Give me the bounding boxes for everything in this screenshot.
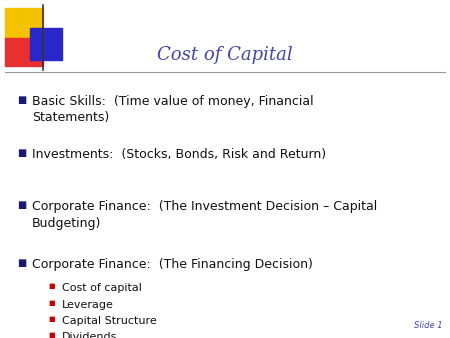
Bar <box>30 28 62 60</box>
Text: ■: ■ <box>18 148 27 158</box>
Text: Corporate Finance:  (The Financing Decision): Corporate Finance: (The Financing Decisi… <box>32 258 313 271</box>
Bar <box>5 38 43 66</box>
Text: ■: ■ <box>18 95 27 105</box>
Text: Cost of Capital: Cost of Capital <box>157 46 293 64</box>
Text: ■: ■ <box>18 258 27 268</box>
Text: Capital Structure: Capital Structure <box>62 316 157 326</box>
Text: ■: ■ <box>49 300 55 306</box>
Text: ■: ■ <box>49 316 55 322</box>
Text: Dividends: Dividends <box>62 332 117 338</box>
Text: ■: ■ <box>49 283 55 289</box>
Text: Basic Skills:  (Time value of money, Financial
Statements): Basic Skills: (Time value of money, Fina… <box>32 95 314 124</box>
Text: ■: ■ <box>49 332 55 338</box>
Text: Investments:  (Stocks, Bonds, Risk and Return): Investments: (Stocks, Bonds, Risk and Re… <box>32 148 326 161</box>
Text: ■: ■ <box>18 200 27 210</box>
Text: Cost of capital: Cost of capital <box>62 283 142 293</box>
Text: Leverage: Leverage <box>62 300 114 310</box>
Text: Corporate Finance:  (The Investment Decision – Capital
Budgeting): Corporate Finance: (The Investment Decis… <box>32 200 377 230</box>
Text: Slide 1: Slide 1 <box>414 321 443 330</box>
Bar <box>5 8 43 40</box>
